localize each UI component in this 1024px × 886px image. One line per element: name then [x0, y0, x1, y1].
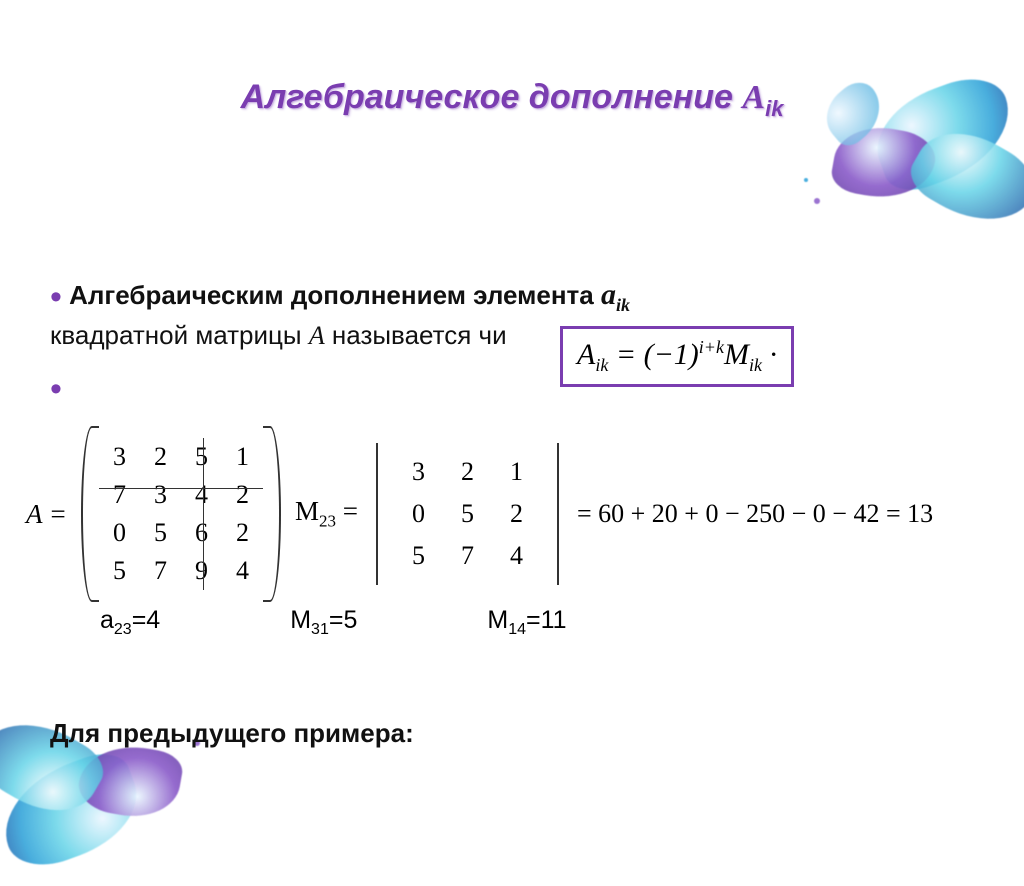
previous-example-label: Для предыдущего примера: [50, 718, 414, 749]
col-strike [203, 438, 204, 590]
result-m14: M14=11 [487, 606, 566, 639]
formula-box: Aik = (−1)i+kMik · [560, 326, 794, 387]
decoration-bottom-left [0, 686, 220, 886]
formula-M: M [724, 338, 749, 371]
a-symbol: a [601, 278, 616, 311]
minor-label: M23 = [295, 496, 358, 531]
matrix-A: 3251 7342 0562 5794 [85, 428, 277, 600]
definition-line1: • Алгебраическим дополнением элемента ai… [50, 278, 970, 316]
sub-results: a23=4 M31=5 M14=11 [100, 606, 567, 639]
minor-determinant: 321 052 574 [376, 443, 559, 585]
minor-calculation: = 60 + 20 + 0 − 250 − 0 − 42 = 13 [577, 499, 933, 529]
formula-dot: · [762, 338, 777, 371]
line2-pre: квадратной матрицы [50, 320, 309, 350]
formula-eq: = (−1) [608, 338, 698, 371]
line2-post: называется чи [325, 320, 507, 350]
a-subscript: ik [616, 295, 630, 315]
bullet-icon-2: • [50, 370, 62, 409]
bullet-icon: • [50, 278, 62, 316]
row-strike [99, 488, 263, 489]
content-area: • Алгебраическим дополнением элемента ai… [50, 278, 970, 351]
title-symbol: A [742, 79, 765, 116]
formula-sup: i+k [699, 337, 724, 357]
title-subscript: ik [765, 96, 783, 121]
result-m31: M31=5 [290, 606, 357, 639]
formula-ik: ik [595, 355, 608, 375]
result-a23: a23=4 [100, 606, 160, 639]
title-text: Алгебраическое дополнение [241, 78, 743, 116]
formula-ik2: ik [749, 355, 762, 375]
matrix-A-symbol: A [309, 321, 325, 350]
math-example: A = 3251 7342 0562 5794 M23 = 321 052 57… [20, 428, 1010, 600]
slide-title: Алгебраическое дополнение Aik [0, 78, 1024, 122]
definition-line2: квадратной матрицы A называется чи [50, 320, 970, 351]
matrix-label: A = [26, 499, 67, 530]
definition-bold: Алгебраическим дополнением элемента [69, 280, 601, 310]
formula-A: A [577, 338, 595, 371]
